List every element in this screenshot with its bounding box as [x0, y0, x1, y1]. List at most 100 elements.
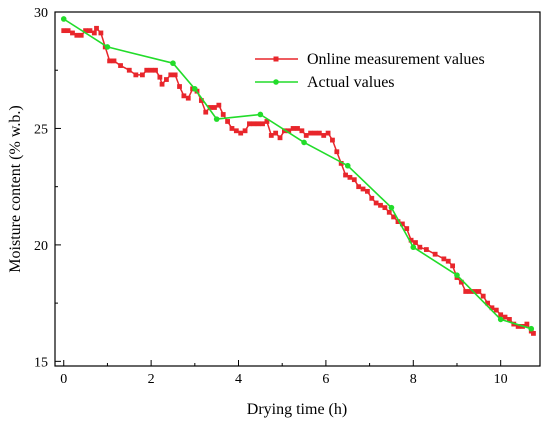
data-point — [441, 256, 447, 262]
data-point — [378, 202, 383, 208]
data-point — [273, 130, 279, 136]
data-point — [98, 30, 104, 36]
data-point — [373, 200, 379, 206]
y-axis-title: Moisture content (% w.b.) — [7, 105, 24, 272]
legend-item-online: Online measurement values — [255, 51, 485, 68]
data-point — [157, 74, 163, 80]
data-point — [268, 133, 274, 138]
data-point — [365, 188, 370, 194]
plot-frame — [54, 11, 541, 367]
data-point — [153, 67, 158, 73]
data-point — [233, 128, 239, 134]
y-tick-label: 20 — [34, 239, 48, 254]
data-point — [177, 84, 182, 89]
data-point — [360, 186, 366, 192]
data-point — [144, 67, 150, 73]
data-point — [170, 60, 176, 67]
data-point — [60, 16, 67, 22]
data-point — [463, 289, 469, 294]
data-point — [225, 119, 230, 124]
data-point — [497, 316, 504, 323]
data-point — [338, 160, 344, 166]
data-point — [159, 81, 165, 87]
data-point — [83, 28, 88, 34]
data-point — [485, 300, 490, 306]
data-point — [388, 204, 395, 211]
data-point — [386, 209, 392, 215]
data-point — [229, 126, 235, 131]
data-point — [472, 289, 477, 294]
y-tick-label: 15 — [34, 355, 48, 370]
data-point — [301, 139, 307, 146]
legend-item-actual: Actual values — [255, 74, 395, 91]
data-point — [242, 128, 248, 134]
legend: Online measurement values Actual values — [255, 51, 485, 91]
data-point — [104, 44, 111, 50]
data-point — [325, 130, 331, 136]
data-point — [515, 324, 521, 329]
series-layer — [60, 16, 536, 336]
y-tick-label: 30 — [34, 6, 48, 21]
data-point — [107, 58, 113, 64]
data-point — [74, 32, 80, 38]
data-point — [87, 28, 93, 34]
legend-marker-actual — [273, 79, 279, 85]
data-point — [391, 214, 397, 220]
x-tick-label: 8 — [410, 372, 417, 387]
data-point — [295, 126, 300, 131]
data-point — [94, 25, 99, 31]
data-point — [308, 130, 314, 136]
data-point — [528, 325, 535, 332]
data-point — [91, 30, 97, 36]
data-point — [212, 105, 217, 110]
data-point — [432, 251, 438, 257]
data-point — [118, 63, 123, 68]
data-point — [395, 219, 401, 225]
data-point — [493, 307, 499, 313]
data-point — [168, 72, 174, 78]
data-point — [172, 72, 178, 78]
data-point — [78, 32, 84, 38]
series-actual — [60, 16, 535, 332]
data-point — [203, 109, 209, 115]
data-point — [255, 121, 261, 127]
data-point — [251, 121, 257, 127]
data-point — [347, 174, 353, 180]
data-point — [148, 67, 154, 73]
data-point — [216, 102, 222, 108]
data-point — [417, 244, 423, 250]
data-point — [238, 130, 244, 136]
data-point — [133, 72, 139, 78]
data-point — [277, 135, 283, 141]
data-point — [312, 130, 318, 136]
data-point — [330, 137, 335, 143]
data-point — [445, 258, 451, 264]
data-point — [207, 105, 213, 110]
data-point — [126, 67, 132, 73]
data-point — [369, 195, 375, 201]
x-tick-label: 4 — [235, 372, 242, 387]
x-tick-label: 2 — [148, 372, 155, 387]
data-point — [450, 263, 456, 269]
data-point — [181, 93, 187, 99]
data-point — [404, 226, 410, 231]
data-point — [382, 205, 388, 211]
data-point — [139, 72, 145, 78]
data-point — [423, 247, 429, 252]
data-point — [344, 162, 351, 169]
axis-ticks: 0 2 4 6 8 10 15 20 25 30 — [34, 6, 508, 387]
data-point — [476, 289, 482, 294]
data-point — [70, 30, 75, 36]
data-point — [185, 95, 191, 101]
x-tick-label: 6 — [322, 372, 329, 387]
x-tick-label: 10 — [494, 372, 508, 387]
data-point — [290, 126, 296, 131]
data-point — [467, 289, 473, 294]
data-point — [247, 121, 252, 127]
data-point — [480, 293, 486, 299]
data-point — [454, 272, 460, 278]
data-point — [531, 330, 536, 336]
data-point — [198, 98, 204, 103]
legend-marker-online — [273, 56, 279, 62]
